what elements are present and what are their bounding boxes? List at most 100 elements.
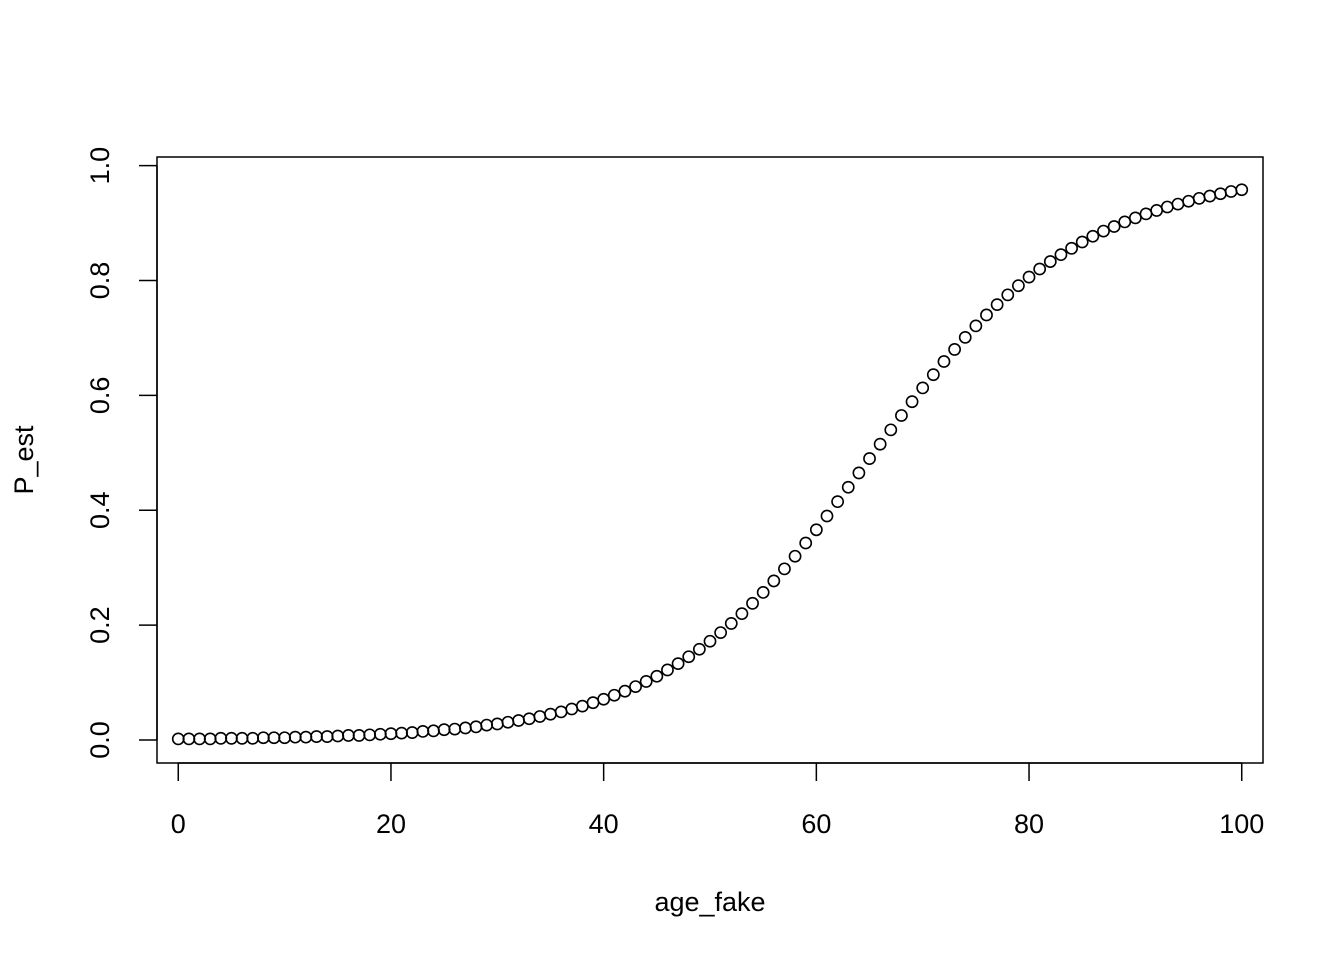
x-tick-label: 0 — [171, 809, 186, 839]
data-point — [384, 727, 398, 741]
data-point — [799, 536, 813, 550]
data-point — [948, 343, 961, 356]
data-point — [501, 715, 515, 729]
data-point — [703, 634, 717, 648]
y-tick-label: 0.2 — [85, 606, 115, 644]
data-point — [331, 729, 345, 743]
data-point — [522, 712, 536, 726]
data-point — [767, 574, 781, 588]
data-point — [1224, 185, 1238, 198]
y-tick-label: 0.6 — [85, 377, 115, 415]
data-point — [373, 727, 387, 741]
data-point — [225, 731, 238, 745]
data-point — [841, 480, 855, 494]
x-tick-label: 20 — [376, 809, 406, 839]
data-point — [1022, 270, 1036, 284]
data-point — [1012, 279, 1025, 293]
data-point — [214, 731, 228, 745]
data-point — [203, 732, 217, 746]
data-point — [278, 731, 292, 745]
data-point — [299, 730, 313, 744]
data-point — [778, 562, 791, 576]
data-point — [618, 684, 632, 698]
data-point — [459, 721, 472, 735]
y-tick-label: 1.0 — [85, 147, 115, 185]
data-point — [512, 714, 525, 727]
data-point — [895, 409, 908, 422]
y-axis-label: P_est — [9, 425, 39, 495]
data-point — [1033, 262, 1047, 276]
data-point — [288, 730, 302, 744]
data-point — [746, 596, 759, 610]
data-point — [1118, 215, 1132, 229]
data-point — [1065, 241, 1078, 255]
data-point — [171, 732, 185, 746]
data-point — [809, 523, 823, 537]
data-point — [1107, 220, 1121, 233]
y-tick-label: 0.8 — [85, 262, 115, 300]
data-point — [320, 730, 334, 743]
data-point — [1001, 288, 1015, 302]
data-point — [682, 650, 696, 664]
data-point — [597, 692, 611, 706]
data-point — [1203, 189, 1217, 203]
data-point — [990, 298, 1004, 312]
data-point — [533, 710, 547, 723]
data-point — [714, 626, 728, 640]
data-point — [692, 642, 706, 656]
data-point — [235, 731, 249, 745]
data-point — [1043, 255, 1057, 268]
x-axis: 0 20 40 60 80 100 — [171, 762, 1264, 839]
data-point — [427, 724, 440, 738]
data-point — [863, 452, 876, 465]
data-points — [171, 183, 1249, 746]
x-tick-label: 80 — [1014, 809, 1044, 839]
data-point — [416, 725, 430, 738]
data-point — [395, 726, 408, 740]
data-point — [1150, 204, 1164, 217]
data-point — [873, 437, 887, 451]
data-point — [1160, 200, 1174, 214]
data-point — [554, 705, 568, 719]
data-point — [905, 395, 919, 409]
data-point — [661, 663, 674, 677]
data-point — [437, 723, 451, 737]
data-point — [448, 722, 462, 736]
data-point — [629, 680, 642, 694]
x-tick-label: 100 — [1219, 809, 1264, 839]
data-point — [926, 368, 940, 382]
data-point — [1054, 248, 1068, 262]
x-tick-label: 40 — [589, 809, 619, 839]
data-point — [607, 688, 621, 702]
data-point — [256, 731, 270, 745]
data-point — [575, 699, 589, 713]
data-point — [650, 669, 664, 683]
data-point — [756, 586, 770, 599]
data-point — [342, 729, 355, 742]
data-point — [831, 495, 845, 509]
data-point — [405, 726, 419, 739]
data-point — [969, 319, 983, 333]
data-point — [937, 355, 951, 368]
x-axis-label: age_fake — [654, 887, 765, 917]
data-point — [1139, 207, 1153, 221]
x-tick-label: 60 — [801, 809, 831, 839]
data-point — [480, 718, 494, 732]
data-point — [246, 731, 260, 745]
data-point — [1128, 211, 1142, 225]
data-point — [193, 732, 206, 746]
data-point — [544, 707, 557, 721]
plot-frame — [156, 156, 1264, 764]
data-point — [671, 657, 685, 671]
data-point — [820, 509, 834, 523]
data-point — [958, 330, 972, 344]
data-point — [724, 617, 738, 630]
data-point — [1171, 197, 1185, 211]
data-point — [1235, 183, 1249, 197]
data-point — [1214, 187, 1227, 201]
data-point — [1192, 191, 1206, 205]
data-point — [352, 729, 366, 742]
data-point — [980, 308, 993, 322]
y-tick-label: 0.0 — [85, 721, 115, 759]
